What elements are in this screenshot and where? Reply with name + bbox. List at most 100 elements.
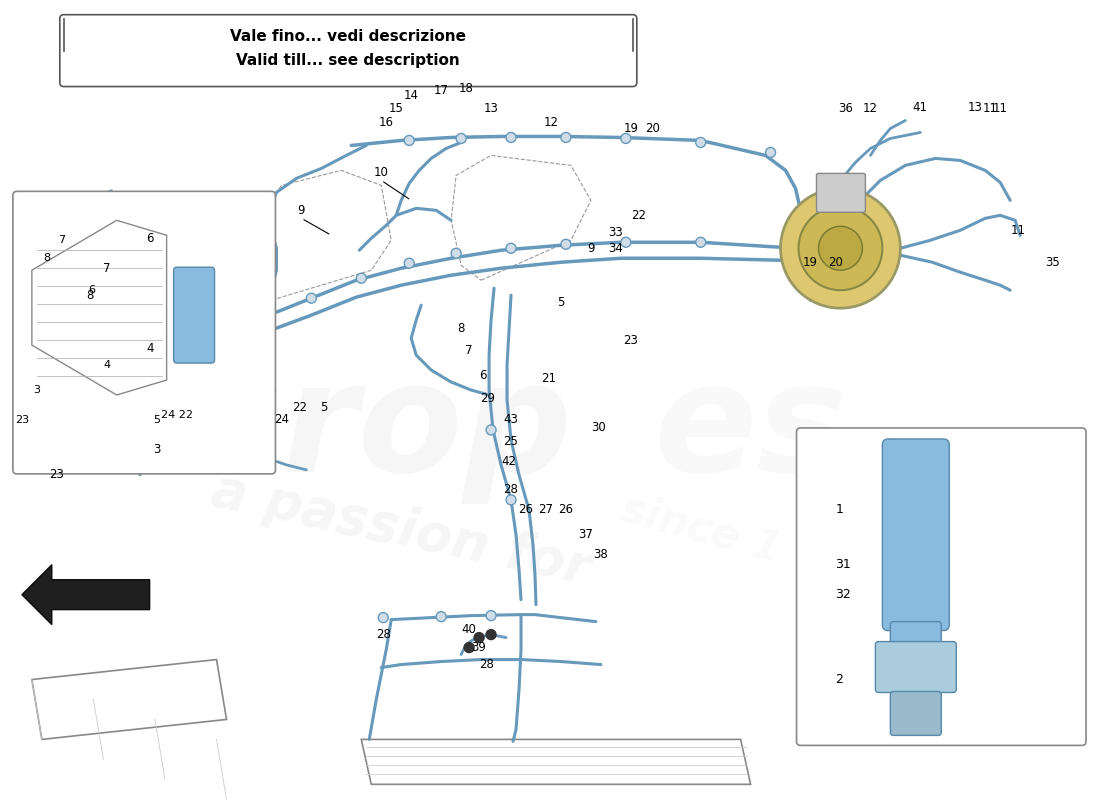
Text: Valid till... see description: Valid till... see description <box>236 53 460 68</box>
Text: since 1: since 1 <box>616 488 785 571</box>
Circle shape <box>437 612 447 622</box>
Circle shape <box>456 134 466 143</box>
Text: 19: 19 <box>803 256 818 269</box>
Circle shape <box>404 135 415 146</box>
FancyBboxPatch shape <box>890 691 942 735</box>
Text: 3: 3 <box>33 385 41 395</box>
Circle shape <box>506 243 516 254</box>
Circle shape <box>894 733 902 741</box>
Text: 33: 33 <box>608 226 624 238</box>
Text: 23: 23 <box>14 415 29 425</box>
Text: 26: 26 <box>518 503 534 516</box>
Text: 13: 13 <box>968 101 982 114</box>
Circle shape <box>307 293 317 303</box>
Circle shape <box>486 610 496 621</box>
Text: 40: 40 <box>462 623 476 636</box>
Text: 12: 12 <box>543 116 559 129</box>
FancyBboxPatch shape <box>59 14 637 86</box>
Text: 10: 10 <box>374 166 388 179</box>
Text: 1: 1 <box>836 503 844 516</box>
Circle shape <box>486 630 496 639</box>
Circle shape <box>474 633 484 642</box>
Text: Vale fino... vedi descrizione: Vale fino... vedi descrizione <box>230 29 466 44</box>
Circle shape <box>781 188 900 308</box>
Circle shape <box>944 662 953 670</box>
Circle shape <box>695 138 706 147</box>
Text: 4: 4 <box>146 342 153 354</box>
Text: 5: 5 <box>558 296 564 309</box>
Circle shape <box>451 248 461 258</box>
Text: 11: 11 <box>992 102 1008 115</box>
Text: 23: 23 <box>624 334 638 346</box>
Circle shape <box>620 134 630 143</box>
Circle shape <box>766 147 775 158</box>
Text: 18: 18 <box>459 82 473 95</box>
Circle shape <box>506 495 516 505</box>
Text: 2: 2 <box>836 673 844 686</box>
Text: 24 22: 24 22 <box>161 410 192 420</box>
Text: 11: 11 <box>1011 224 1025 237</box>
Text: a passion for: a passion for <box>207 464 595 595</box>
Text: 12: 12 <box>862 102 878 115</box>
FancyBboxPatch shape <box>816 174 866 212</box>
Text: 3: 3 <box>153 443 161 457</box>
FancyBboxPatch shape <box>882 439 949 630</box>
Circle shape <box>561 239 571 250</box>
Circle shape <box>799 206 882 290</box>
FancyBboxPatch shape <box>890 622 942 647</box>
Text: 11: 11 <box>982 102 998 115</box>
Text: 30: 30 <box>592 422 606 434</box>
Text: 37: 37 <box>579 528 593 542</box>
Text: 14: 14 <box>404 89 419 102</box>
Text: 36: 36 <box>838 102 853 115</box>
Circle shape <box>486 425 496 435</box>
Text: 31: 31 <box>836 558 851 571</box>
Text: 6: 6 <box>146 232 153 245</box>
Circle shape <box>944 737 953 745</box>
Text: 25: 25 <box>504 435 518 449</box>
Circle shape <box>879 662 888 670</box>
Circle shape <box>464 642 474 653</box>
Text: 7: 7 <box>58 235 65 246</box>
Text: 6: 6 <box>480 369 487 382</box>
Text: 27: 27 <box>539 503 553 516</box>
Text: 24: 24 <box>274 414 289 426</box>
Text: 20: 20 <box>646 122 660 135</box>
Text: 20: 20 <box>828 256 843 269</box>
Text: 39: 39 <box>472 641 486 654</box>
Text: 8: 8 <box>86 289 94 302</box>
Text: es: es <box>653 355 848 505</box>
Circle shape <box>506 133 516 142</box>
Text: 13: 13 <box>484 102 498 115</box>
Circle shape <box>620 238 630 247</box>
Polygon shape <box>22 565 150 625</box>
Text: 17: 17 <box>433 84 449 97</box>
Text: 23: 23 <box>50 468 64 482</box>
Text: 28: 28 <box>478 658 494 671</box>
Circle shape <box>378 613 388 622</box>
FancyBboxPatch shape <box>13 191 275 474</box>
Text: 22: 22 <box>292 402 307 414</box>
Text: 15: 15 <box>388 102 404 115</box>
Text: 6: 6 <box>88 285 96 295</box>
Text: 32: 32 <box>836 588 851 601</box>
Text: 35: 35 <box>1045 256 1059 269</box>
Circle shape <box>561 133 571 142</box>
Circle shape <box>356 274 366 283</box>
FancyBboxPatch shape <box>796 428 1086 746</box>
Text: 7: 7 <box>103 262 110 274</box>
Text: 26: 26 <box>559 503 573 516</box>
Text: 42: 42 <box>502 455 517 468</box>
Text: 28: 28 <box>376 628 390 641</box>
Text: 38: 38 <box>594 548 608 562</box>
Text: 19: 19 <box>624 122 638 135</box>
Text: 29: 29 <box>481 391 496 405</box>
FancyBboxPatch shape <box>174 267 214 363</box>
Text: 22: 22 <box>631 209 647 222</box>
Text: 28: 28 <box>504 483 518 496</box>
Text: 9: 9 <box>298 204 305 217</box>
Circle shape <box>404 258 415 268</box>
Text: 9: 9 <box>587 242 595 254</box>
Text: 41: 41 <box>913 101 927 114</box>
Text: europ: europ <box>70 355 572 505</box>
